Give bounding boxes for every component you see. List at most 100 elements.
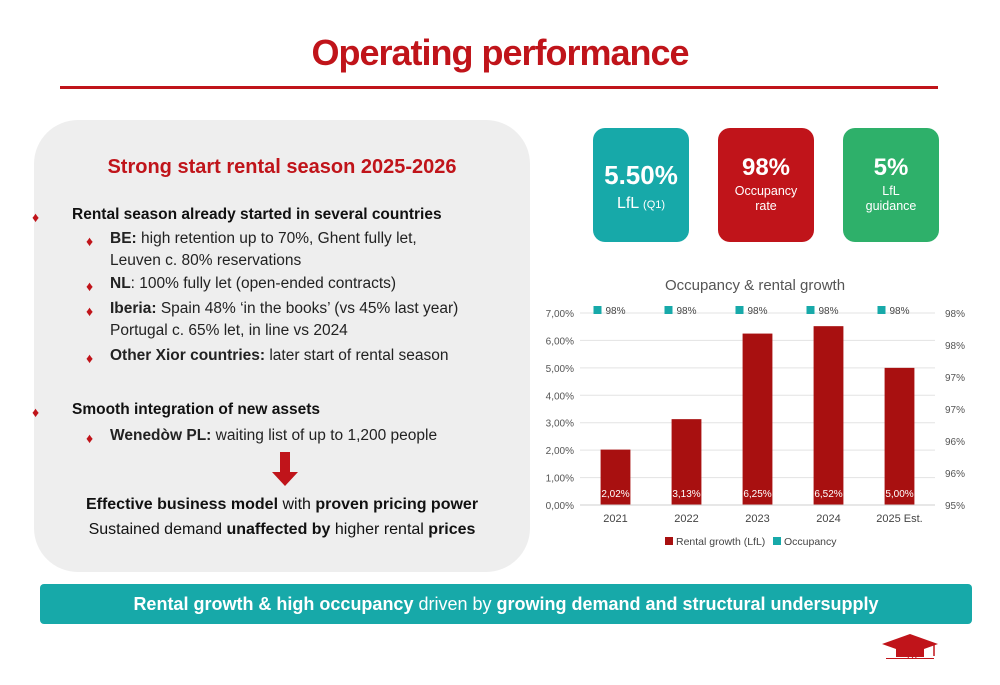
be-label: BE: <box>110 230 137 247</box>
down-arrow-head-icon <box>272 472 298 486</box>
diamond-bullet-icon: ♦ <box>86 303 94 319</box>
conclusion-bold-2: proven pricing power <box>315 496 479 513</box>
occupancy-marker <box>877 306 886 314</box>
legend-swatch-rental <box>665 537 673 545</box>
pl-label: Wenedòw PL: <box>110 427 212 444</box>
slide-title: Operating performance <box>311 32 689 73</box>
title-divider <box>60 86 938 89</box>
occupancy-marker <box>664 306 673 314</box>
kpi-lfl-guidance: 5% LfL guidance <box>843 128 939 242</box>
kpi-label-2: guidance <box>865 199 917 213</box>
kpi-value: 98% <box>741 154 791 181</box>
left-axis-tick: 0,00% <box>546 501 574 512</box>
conclusion-bold-1: Effective business model <box>85 496 279 513</box>
page-number: 10 <box>905 650 918 662</box>
rental-growth-bar <box>742 333 773 505</box>
conclusion-text-1: with <box>278 496 316 513</box>
be-item-cont: Leuven c. 80% reservations <box>110 252 302 269</box>
left-axis-tick: 4,00% <box>546 391 574 402</box>
left-axis-tick: 5,00% <box>546 364 574 375</box>
iberia-item-cont: Portugal c. 65% let, in line vs 2024 <box>110 322 348 339</box>
section-rental-season: Rental season already started in several… <box>72 206 442 223</box>
kpi-label: Occupancy <box>734 184 798 198</box>
left-axis-tick: 7,00% <box>546 309 574 320</box>
pl-item: Wenedòw PL: waiting list of up to 1,200 … <box>110 425 437 447</box>
x-axis-tick: 2023 <box>745 513 769 525</box>
takeaway-banner: Rental growth & high occupancy driven by… <box>40 584 972 624</box>
right-axis-tick: 97% <box>945 405 965 416</box>
legend-swatch-occupancy <box>773 537 781 545</box>
kpi-label-2: rate <box>755 199 777 213</box>
kpi-value: 5% <box>873 154 909 181</box>
bar-data-label: 3,13% <box>672 489 700 500</box>
other-item: Other Xior countries: later start of ren… <box>110 345 449 367</box>
conclusion-text-3: higher rental <box>330 521 429 538</box>
bar-data-label: 2,02% <box>601 489 629 500</box>
occupancy-data-label: 98% <box>677 306 697 317</box>
nl-text: : 100% fully let (open-ended contracts) <box>130 275 397 292</box>
banner-bold-1: Rental growth & high occupancy <box>133 594 414 614</box>
occupancy-marker <box>806 306 815 314</box>
other-text: later start of rental season <box>265 347 449 364</box>
bar-data-label: 5,00% <box>885 489 913 500</box>
diamond-bullet-icon: ♦ <box>86 430 94 446</box>
right-axis-tick: 96% <box>945 469 965 480</box>
rental-growth-bar <box>884 367 915 505</box>
occupancy-data-label: 98% <box>819 306 839 317</box>
graduation-cap-logo-icon <box>882 634 938 659</box>
left-axis-tick: 2,00% <box>546 446 574 457</box>
legend-label-rental: Rental growth (LfL) <box>676 536 765 548</box>
kpi-label-main: LfL <box>616 195 639 212</box>
iberia-text: Spain 48% ‘in the books’ (vs 45% last ye… <box>156 300 459 317</box>
be-text: high retention up to 70%, Ghent fully le… <box>136 230 417 247</box>
diamond-bullet-icon: ♦ <box>86 233 94 249</box>
conclusion-line-1: Effective business model with proven pri… <box>34 496 530 514</box>
conclusion-line-2: Sustained demand unaffected by higher re… <box>34 521 530 539</box>
conclusion-text-2: Sustained demand <box>88 521 227 538</box>
conclusion-bold-3: unaffected by <box>226 521 331 538</box>
diamond-bullet-icon: ♦ <box>32 209 40 225</box>
left-axis-tick: 3,00% <box>546 419 574 430</box>
nl-item: NL: 100% fully let (open-ended contracts… <box>110 273 396 295</box>
occupancy-data-label: 98% <box>606 306 626 317</box>
other-label: Other Xior countries: <box>110 347 266 364</box>
kpi-value: 5.50% <box>604 160 678 190</box>
right-axis-tick: 97% <box>945 373 965 384</box>
right-axis-tick: 95% <box>945 501 965 512</box>
legend-label-occupancy: Occupancy <box>784 536 837 548</box>
bar-data-label: 6,25% <box>743 489 771 500</box>
x-axis-tick: 2022 <box>674 513 698 525</box>
occupancy-marker <box>735 306 744 314</box>
occupancy-data-label: 98% <box>890 306 910 317</box>
nl-label: NL <box>110 275 131 292</box>
bar-data-label: 6,52% <box>814 489 842 500</box>
banner-bold-2: growing demand and structural undersuppl… <box>496 594 879 614</box>
occupancy-rental-chart: 0,00% 1,00% 2,00% 3,00% 4,00% 5,00% 6,00% 7,00%… <box>546 306 965 548</box>
banner-text: driven by <box>413 594 497 614</box>
right-axis-tick: 96% <box>945 437 965 448</box>
diamond-bullet-icon: ♦ <box>86 278 94 294</box>
kpi-label: LfL (Q1) <box>593 195 689 213</box>
iberia-item: Iberia: Spain 48% ‘in the books’ (vs 45%… <box>110 298 458 320</box>
be-item: BE: high retention up to 70%, Ghent full… <box>110 228 417 250</box>
chart-title: Occupancy & rental growth <box>664 277 846 294</box>
left-axis-tick: 1,00% <box>546 474 574 485</box>
occupancy-marker <box>593 306 602 314</box>
panel-heading: Strong start rental season 2025-2026 <box>107 156 457 178</box>
kpi-label: LfL <box>882 184 900 198</box>
conclusion-bold-4: prices <box>428 521 476 538</box>
occupancy-data-label: 98% <box>748 306 768 317</box>
iberia-label: Iberia: <box>110 300 157 317</box>
x-axis-tick: 2024 <box>816 513 840 525</box>
down-arrow-icon <box>280 452 290 474</box>
right-axis-tick: 98% <box>945 309 965 320</box>
rental-growth-bar <box>813 326 844 505</box>
rental-growth-bar <box>671 419 702 505</box>
rental-growth-bar <box>600 449 631 505</box>
kpi-occupancy: 98% Occupancy rate <box>718 128 814 242</box>
x-axis-tick: 2021 <box>603 513 627 525</box>
pl-text: waiting list of up to 1,200 people <box>211 427 438 444</box>
diamond-bullet-icon: ♦ <box>86 350 94 366</box>
section-integration: Smooth integration of new assets <box>72 401 321 418</box>
x-axis-tick: 2025 Est. <box>876 513 922 525</box>
